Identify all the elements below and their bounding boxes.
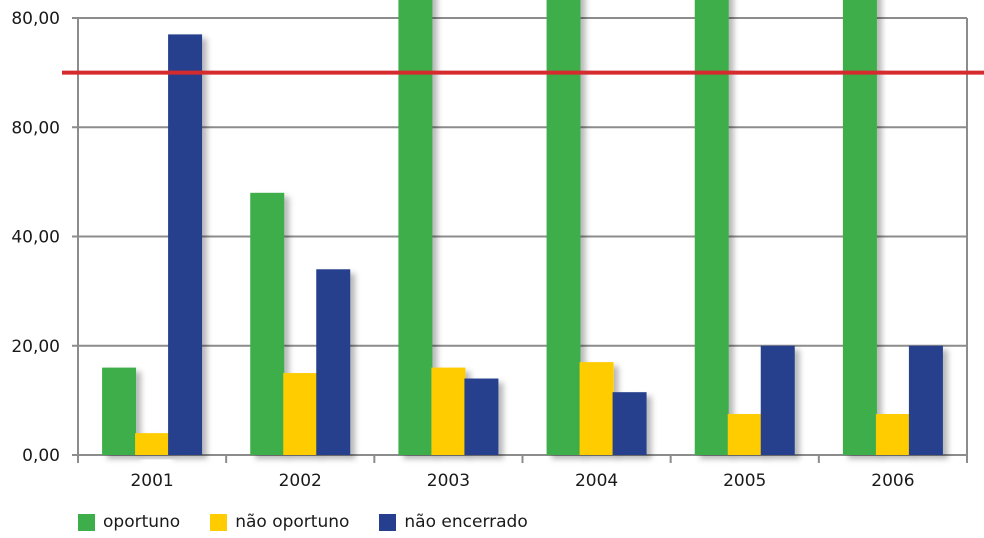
gridlines bbox=[78, 17, 967, 347]
bar-1 bbox=[694, 0, 729, 455]
bar-1 bbox=[842, 0, 877, 455]
bar-1 bbox=[102, 367, 137, 455]
legend: oportuno não oportuno não encerrado bbox=[78, 512, 528, 532]
legend-swatch-oportuno bbox=[78, 513, 95, 531]
axes bbox=[72, 17, 968, 463]
y-tick-label: 40,00 bbox=[11, 228, 60, 248]
bar-2 bbox=[875, 414, 910, 455]
y-tick-label: 0,00 bbox=[22, 446, 60, 466]
bar-1 bbox=[250, 192, 285, 456]
bar-3 bbox=[760, 345, 795, 455]
x-tick-label: 2001 bbox=[130, 471, 173, 491]
bar-3 bbox=[316, 269, 351, 455]
legend-label-nao-oportuno: não oportuno bbox=[235, 512, 350, 532]
bar-2 bbox=[283, 373, 318, 455]
legend-label-oportuno: oportuno bbox=[103, 512, 181, 532]
bar-1 bbox=[546, 0, 581, 455]
bar-1 bbox=[398, 0, 433, 455]
legend-label-nao-encerrado: não encerrado bbox=[404, 512, 528, 532]
legend-item-oportuno: oportuno bbox=[78, 512, 180, 532]
bar-2 bbox=[135, 433, 170, 455]
bar-2 bbox=[431, 367, 466, 455]
x-tick-label: 2006 bbox=[871, 471, 914, 491]
y-tick-label: 80,00 bbox=[11, 9, 60, 29]
bar-2 bbox=[727, 414, 762, 455]
x-tick-label: 2004 bbox=[575, 471, 618, 491]
bar-3 bbox=[168, 34, 203, 455]
legend-swatch-nao-oportuno bbox=[210, 513, 228, 531]
y-tick-label: 80,00 bbox=[11, 118, 60, 138]
y-tick-label: 20,00 bbox=[11, 337, 60, 357]
bar-3 bbox=[464, 378, 499, 455]
bar-3 bbox=[612, 392, 647, 455]
legend-swatch-nao-encerrado bbox=[379, 513, 397, 531]
bar-3 bbox=[908, 345, 943, 455]
x-tick-label: 2003 bbox=[427, 471, 470, 491]
x-tick-label: 2005 bbox=[723, 471, 766, 491]
bars bbox=[102, 0, 943, 456]
tick-labels: 0,00 20,00 40,00 80,00 80,00 2001 2002 2003 2004… bbox=[11, 9, 914, 491]
legend-item-nao-oportuno: não oportuno bbox=[210, 512, 349, 532]
legend-item-nao-encerrado: não encerrado bbox=[379, 512, 528, 532]
bar-2 bbox=[579, 362, 614, 455]
x-tick-label: 2002 bbox=[279, 471, 322, 491]
